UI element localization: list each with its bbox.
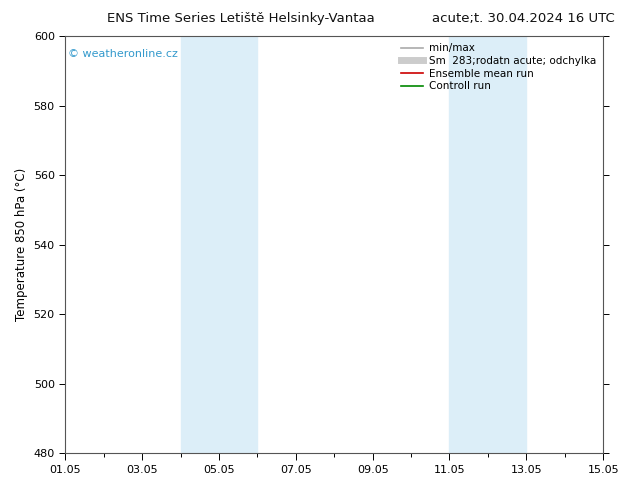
Text: acute;t. 30.04.2024 16 UTC: acute;t. 30.04.2024 16 UTC (432, 12, 615, 25)
Text: © weatheronline.cz: © weatheronline.cz (68, 49, 178, 59)
Bar (181, 36, 257, 453)
Y-axis label: Temperature 850 hPa (°C): Temperature 850 hPa (°C) (15, 168, 28, 321)
Text: ENS Time Series Letiště Helsinky-Vantaa: ENS Time Series Letiště Helsinky-Vantaa (107, 12, 375, 25)
Legend: min/max, Sm  283;rodatn acute; odchylka, Ensemble mean run, Controll run: min/max, Sm 283;rodatn acute; odchylka, … (398, 41, 598, 93)
Bar (450, 36, 526, 453)
